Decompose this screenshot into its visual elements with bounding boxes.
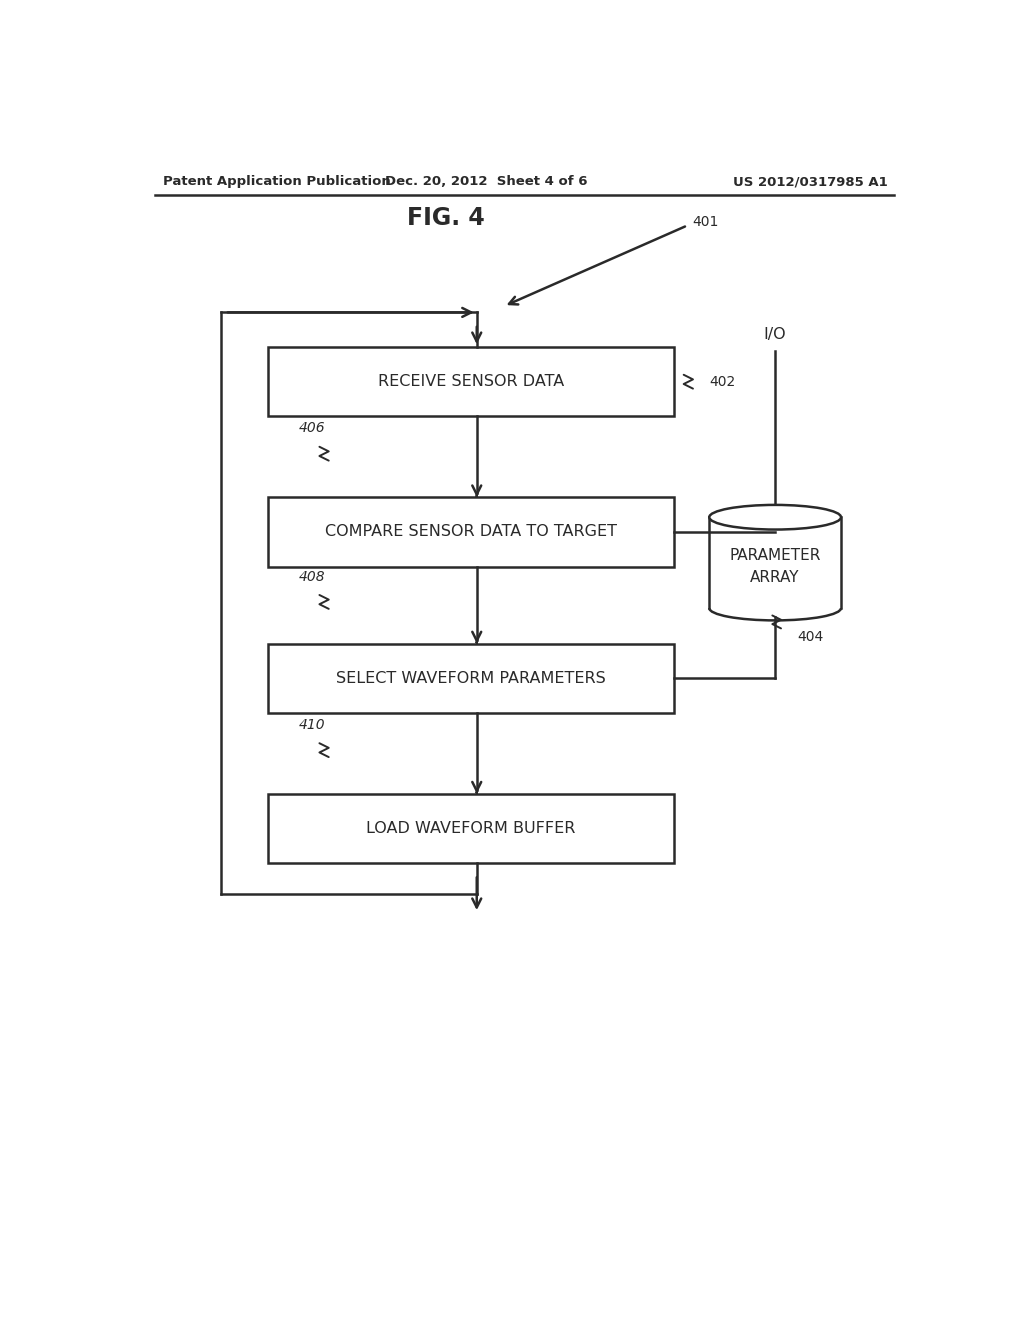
Text: 401: 401 [692, 215, 719, 228]
Text: I/O: I/O [764, 326, 786, 342]
Text: 402: 402 [710, 375, 735, 388]
Text: FIG. 4: FIG. 4 [407, 206, 484, 231]
Text: RECEIVE SENSOR DATA: RECEIVE SENSOR DATA [378, 374, 564, 389]
Text: SELECT WAVEFORM PARAMETERS: SELECT WAVEFORM PARAMETERS [336, 671, 606, 685]
Text: Patent Application Publication: Patent Application Publication [163, 176, 390, 189]
Text: 410: 410 [299, 718, 326, 731]
FancyBboxPatch shape [267, 347, 675, 416]
Text: 404: 404 [797, 631, 823, 644]
Text: LOAD WAVEFORM BUFFER: LOAD WAVEFORM BUFFER [367, 821, 575, 836]
FancyBboxPatch shape [267, 498, 675, 566]
Text: COMPARE SENSOR DATA TO TARGET: COMPARE SENSOR DATA TO TARGET [325, 524, 616, 540]
Ellipse shape [710, 506, 841, 529]
Text: PARAMETER
ARRAY: PARAMETER ARRAY [729, 549, 821, 585]
Text: 408: 408 [299, 569, 326, 583]
Text: Dec. 20, 2012  Sheet 4 of 6: Dec. 20, 2012 Sheet 4 of 6 [385, 176, 588, 189]
Text: 406: 406 [299, 421, 326, 436]
FancyBboxPatch shape [267, 644, 675, 713]
FancyBboxPatch shape [710, 517, 841, 609]
Text: US 2012/0317985 A1: US 2012/0317985 A1 [733, 176, 888, 189]
FancyBboxPatch shape [267, 793, 675, 863]
